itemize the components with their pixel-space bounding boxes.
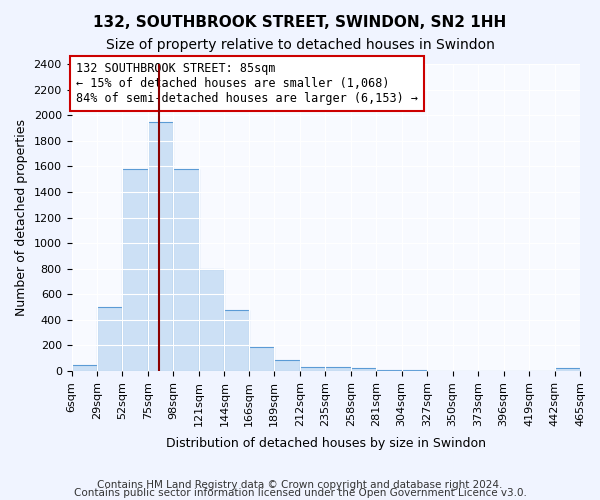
Bar: [97, 307, 122, 371]
Bar: [300, 366, 325, 371]
Bar: [554, 368, 580, 371]
Bar: [350, 368, 376, 371]
Text: Contains public sector information licensed under the Open Government Licence v3: Contains public sector information licen…: [74, 488, 526, 498]
X-axis label: Distribution of detached houses by size in Swindon: Distribution of detached houses by size …: [166, 437, 486, 450]
Bar: [325, 366, 350, 371]
Text: Size of property relative to detached houses in Swindon: Size of property relative to detached ho…: [106, 38, 494, 52]
Bar: [376, 370, 401, 371]
Bar: [401, 370, 427, 371]
Y-axis label: Number of detached properties: Number of detached properties: [15, 119, 28, 316]
Bar: [199, 268, 224, 371]
Bar: [224, 310, 249, 371]
Text: 132, SOUTHBROOK STREET, SWINDON, SN2 1HH: 132, SOUTHBROOK STREET, SWINDON, SN2 1HH: [94, 15, 506, 30]
Bar: [274, 360, 300, 371]
Text: 132 SOUTHBROOK STREET: 85sqm
← 15% of detached houses are smaller (1,068)
84% of: 132 SOUTHBROOK STREET: 85sqm ← 15% of de…: [76, 62, 418, 106]
Bar: [148, 122, 173, 371]
Bar: [173, 169, 199, 371]
Bar: [122, 169, 148, 371]
Text: Contains HM Land Registry data © Crown copyright and database right 2024.: Contains HM Land Registry data © Crown c…: [97, 480, 503, 490]
Bar: [249, 346, 274, 371]
Bar: [71, 364, 97, 371]
